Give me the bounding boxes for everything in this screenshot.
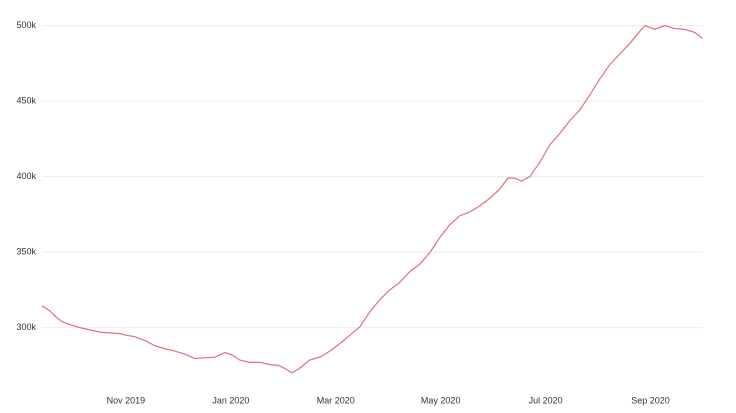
y-tick-label: 450k [16, 95, 36, 105]
x-tick-label: Jul 2020 [529, 395, 563, 405]
x-tick-label: Nov 2019 [107, 395, 146, 405]
y-tick-label: 500k [16, 20, 36, 30]
line [41, 24, 703, 374]
x-tick-label: Mar 2020 [317, 395, 355, 405]
y-tick-label: 300k [16, 322, 36, 332]
x-tick-label: Jan 2020 [212, 395, 249, 405]
x-tick-label: May 2020 [421, 395, 461, 405]
x-tick-label: Sep 2020 [631, 395, 670, 405]
y-tick-label: 400k [16, 171, 36, 181]
y-tick-label: 350k [16, 246, 36, 256]
